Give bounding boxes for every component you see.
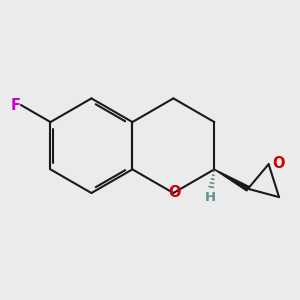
Text: H: H [204, 191, 216, 204]
Text: O: O [168, 184, 181, 200]
Polygon shape [214, 169, 249, 191]
Text: F: F [11, 98, 21, 112]
Text: O: O [272, 156, 284, 171]
